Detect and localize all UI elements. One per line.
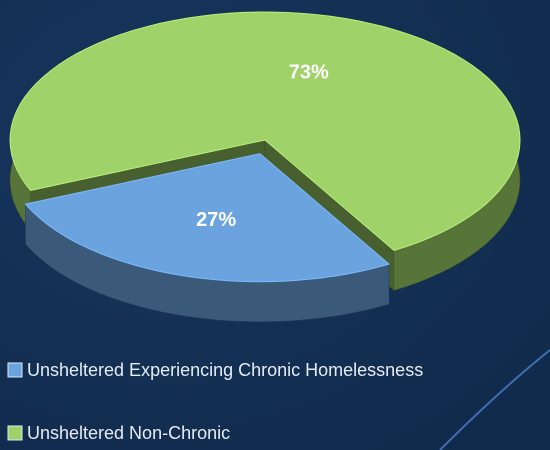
- slice: [24, 153, 391, 283]
- legend-label: Unsheltered Non-Chronic: [27, 423, 230, 443]
- slice: [9, 11, 521, 251]
- legend-swatch: [7, 362, 23, 378]
- data-label: 73%: [289, 61, 329, 83]
- legend-swatch: [7, 425, 23, 441]
- legend-label: Unsheltered Experiencing Chronic Homeles…: [27, 360, 423, 380]
- data-label: 27%: [196, 209, 236, 231]
- decoration-arc: [439, 349, 550, 450]
